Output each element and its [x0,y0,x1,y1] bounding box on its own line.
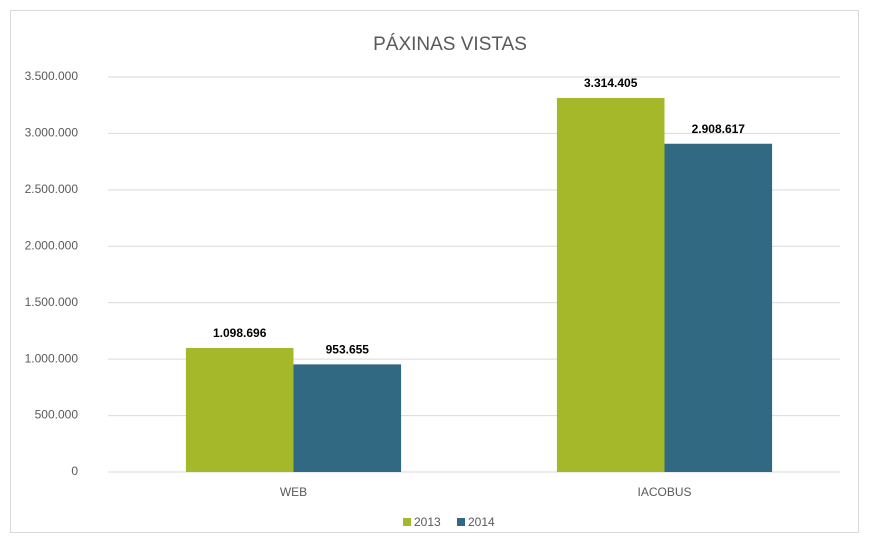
data-label: 953.655 [326,343,370,357]
y-tick-label: 0 [71,464,78,478]
legend-label: 2014 [468,515,495,529]
chart-title: PÁXINAS VISTAS [373,34,527,55]
legend-label: 2013 [414,515,441,529]
y-tick-label: 2.500.000 [25,182,79,196]
data-label: 2.908.617 [692,122,746,136]
legend-swatch [403,518,411,526]
y-tick-label: 1.500.000 [25,295,79,309]
y-tick-label: 3.000.000 [25,126,79,140]
y-tick-label: 1.000.000 [25,351,79,365]
x-tick-label: WEB [280,485,307,499]
bar [556,97,665,472]
bar [293,364,402,472]
bar [664,143,773,472]
y-tick-label: 3.500.000 [25,69,79,83]
legend-swatch [457,518,465,526]
x-tick-label: IACOBUS [637,485,691,499]
y-tick-label: 500.000 [35,408,79,422]
bar [185,348,294,472]
data-label: 1.098.696 [213,326,267,340]
y-tick-label: 2.000.000 [25,238,79,252]
data-label: 3.314.405 [584,76,638,90]
